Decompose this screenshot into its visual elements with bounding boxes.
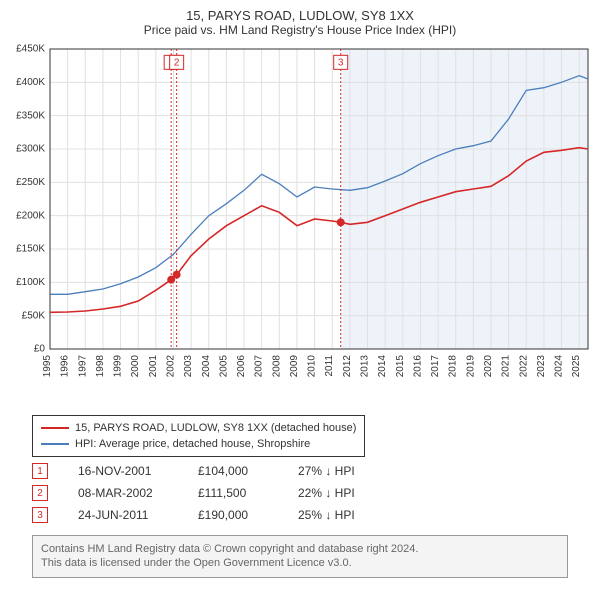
svg-text:2022: 2022 [518, 355, 529, 378]
svg-text:2018: 2018 [448, 355, 459, 378]
events-table: 1 16-NOV-2001 £104,000 27% ↓ HPI 2 08-MA… [32, 460, 388, 526]
svg-text:£100K: £100K [16, 277, 45, 288]
svg-text:2: 2 [174, 57, 180, 68]
svg-text:1999: 1999 [113, 355, 124, 378]
legend: 15, PARYS ROAD, LUDLOW, SY8 1XX (detache… [32, 415, 365, 457]
event-delta: 25% ↓ HPI [298, 508, 388, 522]
event-price: £190,000 [198, 508, 268, 522]
svg-text:£150K: £150K [16, 244, 45, 255]
svg-text:2025: 2025 [571, 355, 582, 378]
svg-text:2024: 2024 [554, 355, 565, 378]
event-row: 1 16-NOV-2001 £104,000 27% ↓ HPI [32, 460, 388, 482]
svg-text:2016: 2016 [412, 355, 423, 378]
svg-text:£300K: £300K [16, 144, 45, 155]
price-chart: £0 £50K £100K £150K £200K £250K £300K £350K £400… [0, 41, 600, 401]
svg-text:3: 3 [338, 57, 344, 68]
svg-text:1997: 1997 [77, 355, 88, 378]
chart-title-line1: 15, PARYS ROAD, LUDLOW, SY8 1XX [0, 0, 600, 23]
event-date: 24-JUN-2011 [78, 508, 168, 522]
chart-title-line2: Price paid vs. HM Land Registry's House … [0, 23, 600, 41]
svg-text:2019: 2019 [465, 355, 476, 378]
svg-text:2006: 2006 [236, 355, 247, 378]
legend-row: HPI: Average price, detached house, Shro… [41, 436, 356, 452]
svg-text:2020: 2020 [483, 355, 494, 378]
event-date: 16-NOV-2001 [78, 464, 168, 478]
svg-text:£350K: £350K [16, 110, 45, 121]
svg-text:£400K: £400K [16, 77, 45, 88]
svg-text:£250K: £250K [16, 177, 45, 188]
svg-text:2010: 2010 [307, 355, 318, 378]
svg-text:2023: 2023 [536, 355, 547, 378]
svg-text:2003: 2003 [183, 355, 194, 378]
event-price: £104,000 [198, 464, 268, 478]
svg-text:1998: 1998 [95, 355, 106, 378]
event-marker-icon: 1 [32, 463, 48, 479]
event-row: 2 08-MAR-2002 £111,500 22% ↓ HPI [32, 482, 388, 504]
event-price: £111,500 [198, 486, 268, 500]
svg-text:2013: 2013 [360, 355, 371, 378]
legend-label: HPI: Average price, detached house, Shro… [75, 438, 310, 450]
event-delta: 22% ↓ HPI [298, 486, 388, 500]
svg-text:2015: 2015 [395, 355, 406, 378]
svg-text:2021: 2021 [501, 355, 512, 378]
svg-text:2001: 2001 [148, 355, 159, 378]
event-marker-icon: 3 [32, 507, 48, 523]
event-date: 08-MAR-2002 [78, 486, 168, 500]
svg-text:2014: 2014 [377, 355, 388, 378]
attribution-box: Contains HM Land Registry data © Crown c… [32, 535, 568, 578]
event-marker-icon: 2 [32, 485, 48, 501]
event-row: 3 24-JUN-2011 £190,000 25% ↓ HPI [32, 504, 388, 526]
svg-text:2005: 2005 [218, 355, 229, 378]
legend-swatch [41, 443, 69, 445]
event-delta: 27% ↓ HPI [298, 464, 388, 478]
svg-text:2004: 2004 [201, 355, 212, 378]
svg-text:1995: 1995 [42, 355, 53, 378]
attribution-line: Contains HM Land Registry data © Crown c… [41, 542, 559, 556]
svg-text:2012: 2012 [342, 355, 353, 378]
legend-swatch [41, 427, 69, 429]
svg-text:2008: 2008 [271, 355, 282, 378]
svg-text:2007: 2007 [254, 355, 265, 378]
svg-text:2009: 2009 [289, 355, 300, 378]
legend-row: 15, PARYS ROAD, LUDLOW, SY8 1XX (detache… [41, 420, 356, 436]
svg-text:£200K: £200K [16, 210, 45, 221]
svg-text:2017: 2017 [430, 355, 441, 378]
svg-text:1996: 1996 [60, 355, 71, 378]
svg-text:£0: £0 [34, 344, 46, 355]
svg-text:2002: 2002 [165, 355, 176, 378]
svg-text:£450K: £450K [16, 44, 45, 55]
svg-text:2000: 2000 [130, 355, 141, 378]
svg-text:£50K: £50K [22, 310, 46, 321]
svg-text:2011: 2011 [324, 355, 335, 377]
attribution-line: This data is licensed under the Open Gov… [41, 556, 559, 570]
legend-label: 15, PARYS ROAD, LUDLOW, SY8 1XX (detache… [75, 422, 356, 434]
